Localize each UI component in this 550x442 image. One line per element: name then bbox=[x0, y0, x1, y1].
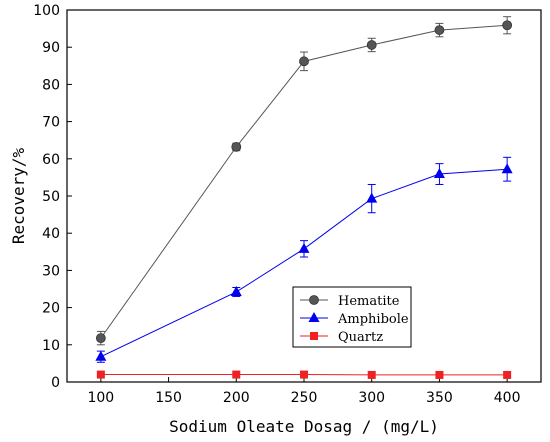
y-axis: 0 10 20 30 40 50 60 70 80 90 100 bbox=[33, 3, 72, 391]
y-axis-title: Recovery/% bbox=[9, 147, 28, 244]
y-tick-label: 80 bbox=[42, 77, 60, 93]
legend-hematite-label: Hematite bbox=[338, 294, 400, 309]
y-tick-label: 50 bbox=[42, 189, 60, 205]
quartz-point bbox=[435, 370, 444, 379]
series-hematite bbox=[95, 16, 513, 346]
hematite-point bbox=[434, 25, 445, 35]
y-tick-label: 90 bbox=[42, 40, 60, 56]
amphibole-point bbox=[366, 192, 378, 203]
y-tick-label: 0 bbox=[51, 375, 60, 391]
x-tick-label: 250 bbox=[291, 390, 318, 406]
legend-amphibole-marker bbox=[308, 312, 320, 322]
quartz-point bbox=[300, 370, 308, 379]
x-axis: 100 150 200 250 300 350 400 bbox=[87, 377, 521, 406]
amphibole-point bbox=[298, 242, 310, 253]
legend-amphibole-label: Amphibole bbox=[337, 312, 409, 327]
quartz-point bbox=[96, 370, 105, 379]
y-tick-label: 70 bbox=[42, 115, 60, 131]
x-tick-label: 100 bbox=[87, 390, 114, 406]
x-axis-title: Sodium Oleate Dosag / (mg/L) bbox=[169, 417, 439, 436]
y-tick-label: 100 bbox=[33, 3, 60, 19]
amphibole-point bbox=[230, 285, 242, 296]
amphibole-point bbox=[95, 350, 107, 361]
y-tick-label: 10 bbox=[42, 338, 60, 354]
hematite-point bbox=[366, 40, 377, 50]
quartz-point bbox=[367, 370, 376, 379]
x-tick-label: 350 bbox=[426, 390, 453, 406]
y-tick-label: 60 bbox=[42, 152, 60, 168]
hematite-line bbox=[100, 24, 508, 339]
x-tick-label: 150 bbox=[155, 390, 182, 406]
series-quartz bbox=[96, 370, 512, 379]
y-tick-label: 20 bbox=[42, 301, 60, 317]
x-tick-label: 400 bbox=[494, 390, 521, 406]
legend-hematite-marker bbox=[309, 295, 319, 305]
legend-quartz-marker bbox=[310, 332, 318, 340]
quartz-point bbox=[503, 370, 512, 379]
legend: Hematite Amphibole Quartz bbox=[292, 286, 412, 348]
y-tick-label: 30 bbox=[42, 263, 60, 279]
series-amphibole bbox=[95, 156, 513, 363]
hematite-point bbox=[95, 333, 106, 344]
amphibole-point bbox=[433, 168, 445, 179]
amphibole-point bbox=[501, 163, 513, 174]
x-tick-label: 200 bbox=[223, 390, 250, 406]
hematite-point bbox=[231, 141, 242, 152]
x-tick-label: 300 bbox=[358, 390, 385, 406]
legend-quartz-label: Quartz bbox=[338, 330, 383, 345]
hematite-point bbox=[502, 20, 513, 31]
series-layer bbox=[95, 16, 513, 379]
hematite-point bbox=[299, 56, 309, 67]
y-tick-label: 40 bbox=[42, 226, 60, 242]
quartz-point bbox=[232, 370, 241, 379]
amphibole-line bbox=[100, 168, 508, 358]
